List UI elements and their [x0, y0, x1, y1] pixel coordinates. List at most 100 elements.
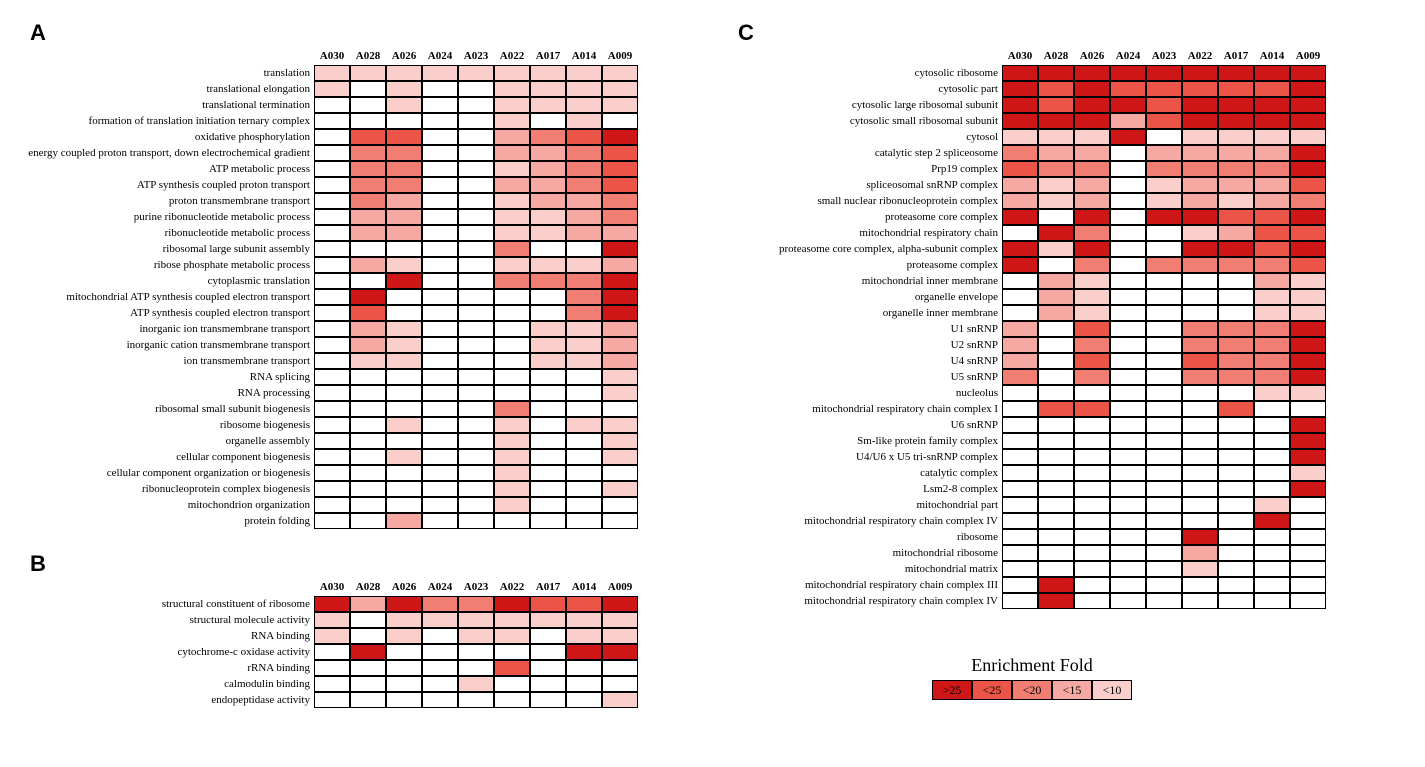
- col-header-a022: A022: [1182, 50, 1218, 65]
- heatmap-cell: [314, 433, 350, 449]
- heatmap-cell: [1110, 401, 1146, 417]
- heatmap-cell: [1182, 529, 1218, 545]
- row-label: proteasome core complex: [738, 209, 1002, 225]
- heatmap-cell: [1182, 177, 1218, 193]
- heatmap-cell: [494, 97, 530, 113]
- panelB-heatmap: A030A028A026A024A023A022A017A014A009stru…: [30, 581, 638, 708]
- heatmap-cell: [458, 305, 494, 321]
- heatmap-cell: [602, 321, 638, 337]
- heatmap-cell: [1182, 497, 1218, 513]
- heatmap-cell: [314, 628, 350, 644]
- heatmap-cell: [1146, 97, 1182, 113]
- heatmap-row: Sm-like protein family complex: [738, 433, 1326, 449]
- heatmap-cell: [1290, 369, 1326, 385]
- heatmap-cell: [422, 193, 458, 209]
- heatmap-cell: [350, 177, 386, 193]
- heatmap-cell: [1146, 545, 1182, 561]
- heatmap-cell: [1074, 497, 1110, 513]
- heatmap-cell: [386, 676, 422, 692]
- row-label: oxidative phosphorylation: [30, 129, 314, 145]
- heatmap-cell: [494, 433, 530, 449]
- heatmap-cell: [1002, 417, 1038, 433]
- heatmap-cell: [422, 145, 458, 161]
- row-label: RNA splicing: [30, 369, 314, 385]
- heatmap-cell: [1290, 241, 1326, 257]
- heatmap-cell: [1146, 129, 1182, 145]
- col-header-a023: A023: [1146, 50, 1182, 65]
- heatmap-cell: [1002, 577, 1038, 593]
- heatmap-cell: [458, 644, 494, 660]
- heatmap-cell: [1290, 209, 1326, 225]
- heatmap-cell: [602, 660, 638, 676]
- heatmap-cell: [1074, 273, 1110, 289]
- heatmap-cell: [350, 644, 386, 660]
- row-label: RNA processing: [30, 385, 314, 401]
- heatmap-cell: [1074, 305, 1110, 321]
- heatmap-cell: [1074, 545, 1110, 561]
- heatmap-cell: [350, 113, 386, 129]
- heatmap-row: mitochondrial respiratory chain complex …: [738, 513, 1326, 529]
- heatmap-cell: [314, 401, 350, 417]
- heatmap-cell: [494, 596, 530, 612]
- heatmap-cell: [602, 596, 638, 612]
- heatmap-cell: [422, 612, 458, 628]
- heatmap-cell: [602, 113, 638, 129]
- heatmap-cell: [1254, 481, 1290, 497]
- heatmap-row: proteasome core complex: [738, 209, 1326, 225]
- heatmap-cell: [1146, 177, 1182, 193]
- heatmap-cell: [1290, 465, 1326, 481]
- heatmap-cell: [350, 497, 386, 513]
- heatmap-cell: [350, 385, 386, 401]
- heatmap-cell: [1290, 321, 1326, 337]
- heatmap-cell: [1074, 577, 1110, 593]
- heatmap-cell: [602, 612, 638, 628]
- col-header-a030: A030: [1002, 50, 1038, 65]
- row-label: mitochondrial part: [738, 497, 1002, 513]
- heatmap-cell: [1074, 529, 1110, 545]
- heatmap-cell: [566, 273, 602, 289]
- heatmap-cell: [386, 177, 422, 193]
- heatmap-cell: [1182, 209, 1218, 225]
- row-label: ribosomal large subunit assembly: [30, 241, 314, 257]
- heatmap-cell: [1146, 145, 1182, 161]
- heatmap-cell: [566, 644, 602, 660]
- heatmap-cell: [1182, 337, 1218, 353]
- heatmap-cell: [1110, 449, 1146, 465]
- heatmap-cell: [1110, 97, 1146, 113]
- heatmap-cell: [1002, 209, 1038, 225]
- heatmap-cell: [602, 449, 638, 465]
- heatmap-cell: [350, 337, 386, 353]
- heatmap-cell: [1254, 129, 1290, 145]
- heatmap-cell: [458, 628, 494, 644]
- heatmap-cell: [350, 628, 386, 644]
- heatmap-cell: [1182, 289, 1218, 305]
- heatmap-cell: [1074, 561, 1110, 577]
- heatmap-row: cellular component biogenesis: [30, 449, 638, 465]
- heatmap-cell: [386, 289, 422, 305]
- heatmap-cell: [458, 513, 494, 529]
- heatmap-row: energy coupled proton transport, down el…: [30, 145, 638, 161]
- col-header-a014: A014: [566, 50, 602, 65]
- heatmap-cell: [566, 449, 602, 465]
- heatmap-row: translational elongation: [30, 81, 638, 97]
- heatmap-cell: [494, 465, 530, 481]
- col-header-a028: A028: [1038, 50, 1074, 65]
- heatmap-cell: [350, 401, 386, 417]
- heatmap-cell: [1254, 529, 1290, 545]
- heatmap-cell: [386, 385, 422, 401]
- heatmap-cell: [1290, 545, 1326, 561]
- heatmap-cell: [458, 257, 494, 273]
- heatmap-cell: [1038, 465, 1074, 481]
- row-label: formation of translation initiation tern…: [30, 113, 314, 129]
- heatmap-row: ribonucleoprotein complex biogenesis: [30, 481, 638, 497]
- right-column: CA030A028A026A024A023A022A017A014A009cyt…: [738, 20, 1326, 700]
- row-label: RNA binding: [30, 628, 314, 644]
- heatmap-cell: [494, 449, 530, 465]
- heatmap-cell: [314, 465, 350, 481]
- heatmap-cell: [566, 305, 602, 321]
- heatmap-cell: [1002, 465, 1038, 481]
- heatmap-cell: [1074, 161, 1110, 177]
- heatmap-cell: [386, 596, 422, 612]
- heatmap-cell: [1254, 177, 1290, 193]
- heatmap-cell: [1254, 561, 1290, 577]
